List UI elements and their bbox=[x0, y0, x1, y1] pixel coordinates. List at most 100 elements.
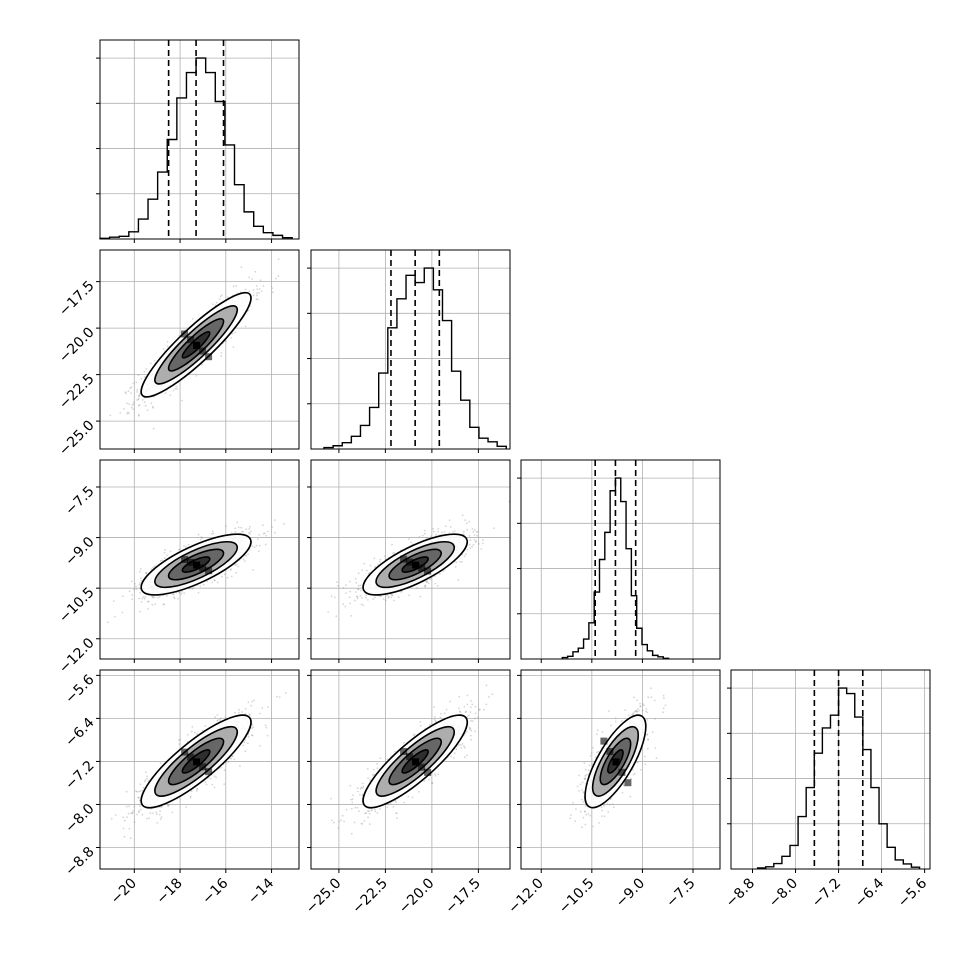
sample-point bbox=[137, 796, 140, 799]
sample-point bbox=[173, 597, 176, 600]
sample-point bbox=[139, 577, 142, 579]
sample-point bbox=[138, 395, 140, 398]
sample-point bbox=[153, 359, 156, 362]
sample-point bbox=[248, 532, 250, 534]
sample-point bbox=[418, 790, 420, 793]
sample-point bbox=[367, 599, 369, 601]
sample-point bbox=[164, 549, 166, 551]
sample-point bbox=[474, 541, 477, 543]
sample-point bbox=[265, 726, 268, 729]
sample-point bbox=[174, 387, 177, 390]
sample-point bbox=[127, 390, 130, 393]
sample-point bbox=[478, 709, 481, 711]
sample-point bbox=[403, 741, 405, 744]
sample-point bbox=[237, 526, 240, 529]
sample-point bbox=[131, 812, 134, 815]
sample-point bbox=[252, 569, 255, 571]
sample-point bbox=[194, 731, 196, 734]
sample-point bbox=[127, 812, 130, 815]
sample-point bbox=[138, 414, 140, 416]
sample-point bbox=[258, 534, 261, 536]
scatter-panel-2-1 bbox=[310, 459, 511, 660]
sample-point bbox=[152, 595, 155, 598]
sample-point bbox=[169, 550, 172, 553]
histogram-1 bbox=[323, 267, 507, 449]
sample-point bbox=[191, 318, 194, 320]
sample-point bbox=[214, 579, 216, 582]
sample-point bbox=[469, 728, 471, 731]
sample-point bbox=[357, 588, 360, 591]
sample-point bbox=[232, 285, 235, 288]
sample-point bbox=[418, 536, 421, 538]
sample-point bbox=[261, 707, 264, 709]
sample-point bbox=[464, 553, 467, 556]
sample-point bbox=[397, 596, 400, 599]
sample-point bbox=[216, 720, 219, 722]
sample-point bbox=[469, 711, 472, 713]
sample-point bbox=[206, 580, 209, 583]
sample-point bbox=[468, 520, 471, 523]
x-tick-label: −6.4 bbox=[852, 875, 887, 910]
sample-point bbox=[240, 526, 243, 529]
sample-point bbox=[137, 414, 140, 417]
sample-point bbox=[426, 581, 428, 584]
sample-point bbox=[242, 558, 245, 561]
sample-point bbox=[234, 531, 237, 533]
sample-point bbox=[471, 528, 474, 530]
panels: −8.8 −8.0 −7.2 −6.4 −5.6−25.0−22.5−20.0−17.5… bbox=[56, 39, 931, 917]
sample-point bbox=[379, 808, 381, 810]
sample-point bbox=[335, 615, 338, 618]
sample-point bbox=[465, 522, 468, 525]
sample-point bbox=[234, 564, 237, 567]
sample-point bbox=[248, 290, 251, 293]
sample-point bbox=[172, 389, 175, 392]
sample-point bbox=[237, 565, 240, 568]
sample-point bbox=[187, 543, 190, 546]
sample-point bbox=[138, 394, 141, 397]
sample-point bbox=[123, 408, 125, 410]
sample-point bbox=[373, 557, 376, 560]
sample-point bbox=[469, 539, 472, 542]
sample-point bbox=[271, 287, 274, 289]
scatter-panel-3-0 bbox=[99, 669, 300, 870]
sample-point bbox=[128, 403, 131, 405]
sample-point bbox=[262, 285, 265, 288]
sample-point bbox=[214, 716, 217, 719]
sample-point bbox=[227, 761, 230, 763]
sample-point bbox=[190, 790, 193, 793]
sample-point bbox=[143, 371, 146, 373]
sample-point bbox=[361, 794, 364, 797]
sample-point bbox=[369, 564, 372, 567]
sample-point bbox=[337, 827, 340, 830]
sample-point bbox=[151, 603, 154, 606]
sample-point bbox=[172, 593, 175, 596]
density-core bbox=[181, 330, 213, 361]
sample-point bbox=[130, 812, 133, 815]
sample-point bbox=[138, 403, 141, 406]
sample-point bbox=[136, 399, 139, 401]
sample-point bbox=[392, 806, 395, 808]
sample-point bbox=[466, 754, 468, 757]
sample-point bbox=[283, 522, 285, 525]
sample-point bbox=[128, 827, 131, 830]
sample-point bbox=[474, 717, 476, 720]
sample-point bbox=[146, 817, 149, 820]
sample-point bbox=[251, 700, 254, 703]
sample-point bbox=[258, 288, 261, 290]
sample-point bbox=[266, 734, 269, 737]
sample-point bbox=[163, 551, 166, 554]
sample-point bbox=[144, 404, 147, 407]
sample-point bbox=[131, 598, 134, 601]
sample-point bbox=[233, 758, 236, 761]
x-tick-label: −8.0 bbox=[766, 875, 801, 910]
sample-point bbox=[276, 695, 278, 698]
sample-point bbox=[247, 701, 250, 704]
y-tick-label: −20.0 bbox=[56, 324, 98, 366]
sample-point bbox=[148, 817, 151, 819]
sample-point bbox=[386, 594, 388, 597]
sample-point bbox=[349, 590, 352, 593]
density-bin bbox=[199, 347, 207, 355]
sample-point bbox=[139, 610, 142, 613]
sample-point bbox=[154, 603, 157, 605]
sample-point bbox=[132, 382, 135, 385]
